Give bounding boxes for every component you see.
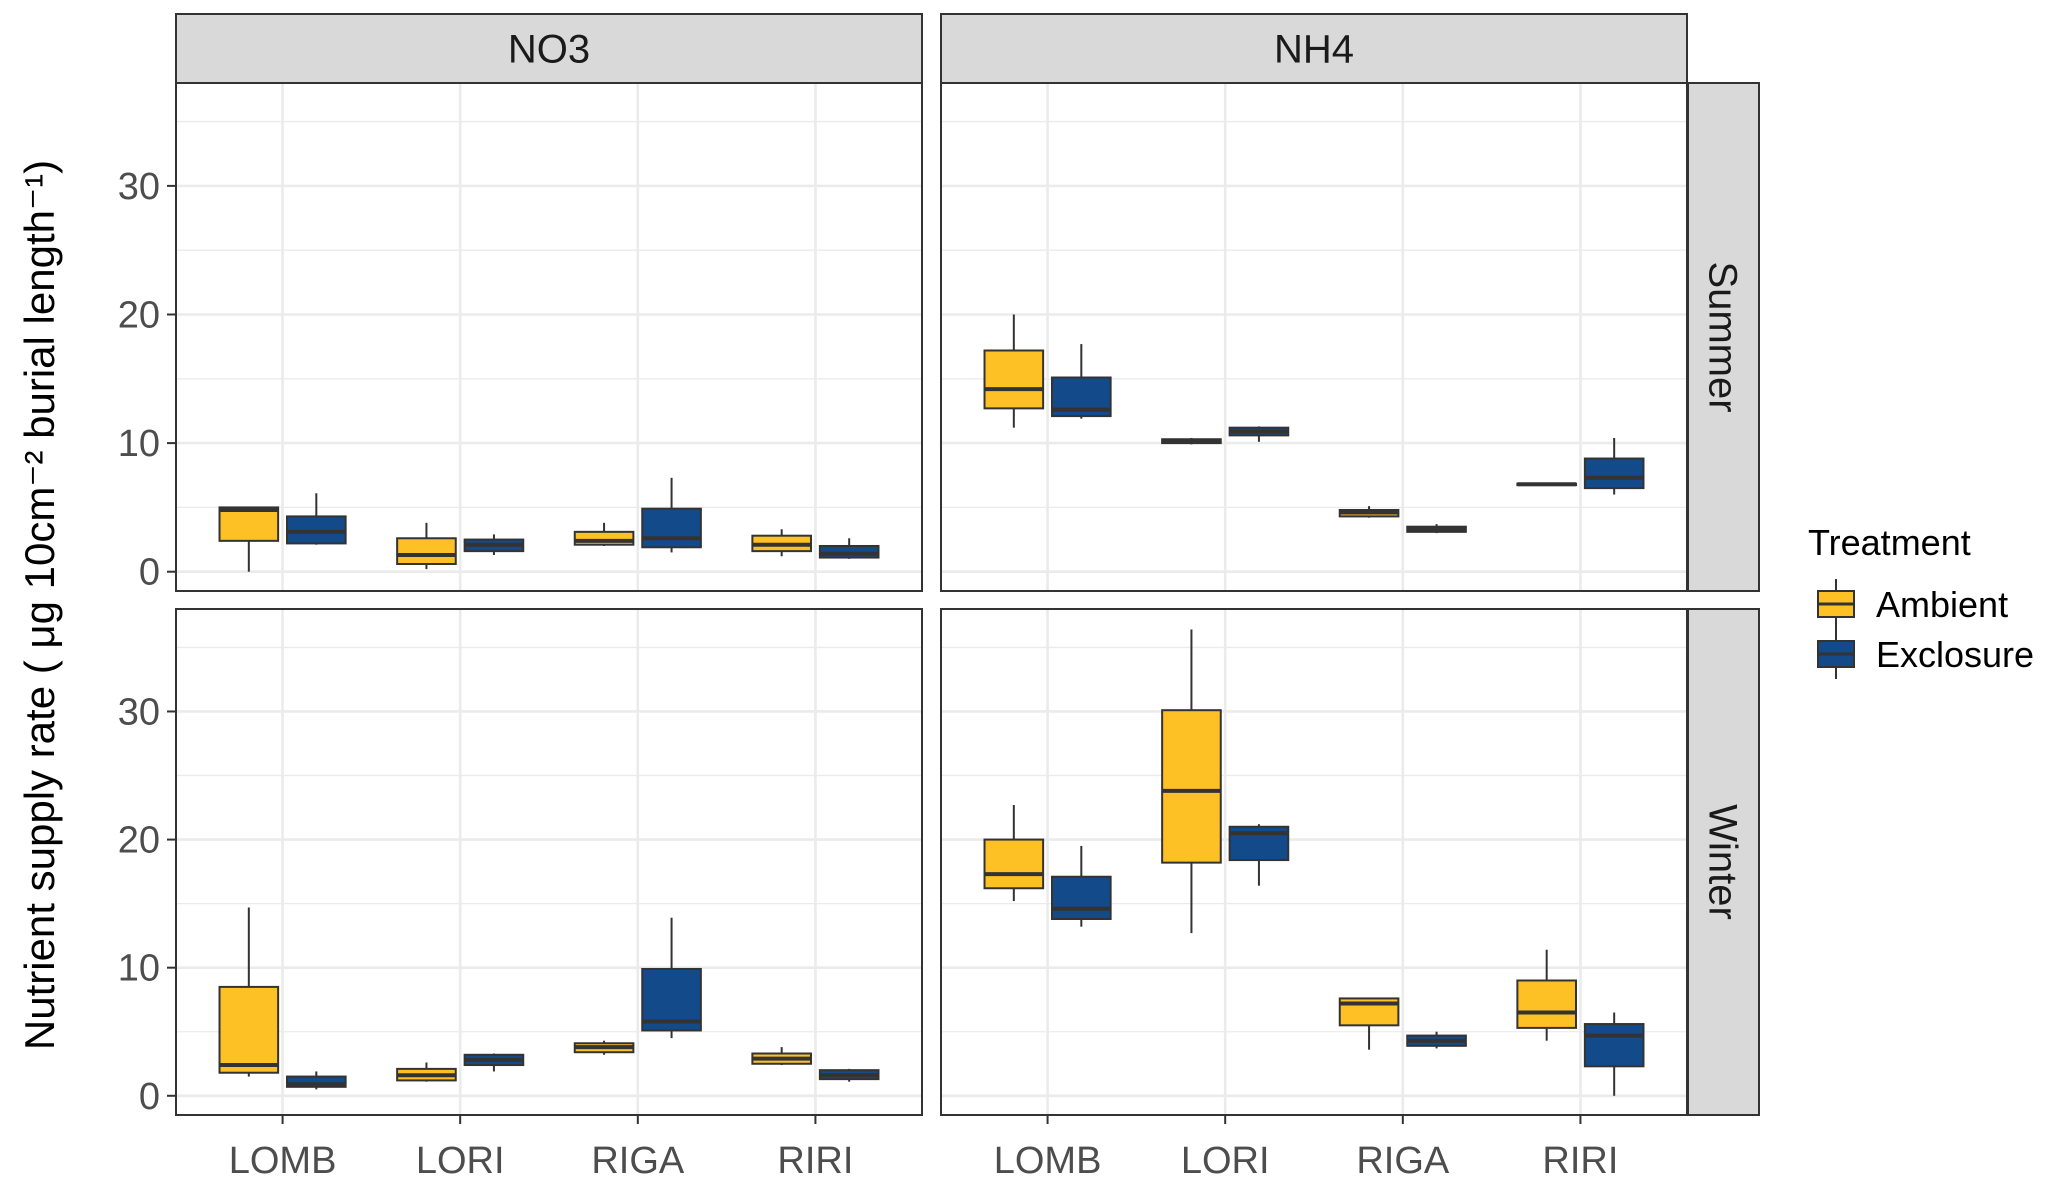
box-nh4-winter-lomb-exclosure (1051, 845, 1112, 927)
legend-label-exclosure: Exclosure (1876, 634, 2034, 675)
box-no3-winter-lori-ambient (396, 1062, 457, 1082)
tick-layer: 0 10 20 30 0 10 20 30 LOMB LORI RIGA RIRI LOMB LORI RI… (118, 166, 1619, 1182)
strip-layer: NO3 NH4 Summer Winter (175, 13, 1760, 1116)
x-tick-label-riga: RIGA (591, 1140, 685, 1182)
x-tick-label-riga: RIGA (1356, 1140, 1450, 1182)
box-nh4-summer-riri-exclosure (1583, 437, 1645, 495)
legend-item-exclosure: Exclosure (1817, 629, 2034, 679)
box-no3-summer-lomb-ambient (218, 506, 280, 572)
box-nh4-summer-lomb-ambient (983, 314, 1045, 428)
column-strip-nh4 (940, 13, 1688, 84)
row-strip-label-summer: Summer (1701, 261, 1745, 412)
box-no3-winter-riga-exclosure (641, 917, 702, 1039)
box-nh4-winter-riga-ambient (1338, 997, 1400, 1050)
box-iqr (396, 537, 457, 565)
column-strip-no3 (175, 13, 923, 84)
box-no3-summer-riri-ambient (751, 529, 812, 557)
y-tick-label: 10 (118, 423, 160, 465)
box-iqr (286, 1075, 347, 1088)
box-nh4-winter-riga-exclosure (1406, 1031, 1467, 1049)
box-iqr (1161, 709, 1222, 864)
y-tick-label: 0 (139, 552, 160, 594)
column-strip-label-no3: NO3 (508, 28, 590, 72)
panel-border-no3-winter (175, 608, 923, 1116)
box-iqr (983, 349, 1045, 410)
row-strip-summer (1687, 82, 1760, 592)
box-nh4-winter-lomb-ambient (983, 804, 1045, 902)
box-nh4-winter-lori-exclosure (1228, 824, 1290, 886)
box-no3-winter-riga-ambient (573, 1040, 635, 1055)
box-nh4-winter-lori-ambient (1161, 629, 1222, 934)
box-no3-summer-riri-exclosure (818, 538, 880, 559)
box-iqr (1583, 1023, 1645, 1068)
y-tick-label: 20 (118, 820, 160, 862)
box-nh4-winter-riri-exclosure (1583, 1012, 1645, 1096)
legend-label-ambient: Ambient (1876, 584, 2008, 625)
box-no3-summer-lori-ambient (396, 522, 457, 570)
y-axis-title: Nutrient supply rate ( μg 10cm⁻² burial … (16, 160, 63, 1050)
box-nh4-summer-riga-ambient (1338, 506, 1400, 518)
x-tick-label-lori: LORI (1181, 1140, 1270, 1182)
x-tick-label-lomb: LOMB (994, 1140, 1102, 1182)
panel-background-no3-summer (176, 83, 922, 591)
box-nh4-summer-lori-ambient (1161, 437, 1222, 445)
y-tick-label: 30 (118, 691, 160, 733)
box-iqr (1516, 979, 1577, 1029)
column-strip-label-nh4: NH4 (1274, 28, 1354, 72)
box-nh4-summer-lori-exclosure (1228, 426, 1290, 442)
box-nh4-summer-riga-exclosure (1406, 524, 1467, 534)
panel-background-nh4-summer (941, 83, 1687, 591)
legend: Treatment Ambient Exclosure (1808, 522, 2034, 679)
box-no3-summer-riga-ambient (573, 522, 635, 546)
panel-background-no3-winter (176, 609, 922, 1115)
box-no3-summer-lomb-exclosure (286, 493, 347, 545)
legend-title: Treatment (1808, 522, 1971, 563)
grid-layer (176, 83, 1687, 1115)
box-no3-winter-riri-exclosure (818, 1068, 880, 1082)
x-tick-label-lori: LORI (416, 1140, 505, 1182)
x-tick-label-riri: RIRI (777, 1140, 853, 1182)
box-iqr (218, 985, 280, 1074)
legend-item-ambient: Ambient (1817, 579, 2008, 629)
box-nh4-winter-riri-ambient (1516, 949, 1577, 1041)
y-tick-label: 0 (139, 1076, 160, 1118)
panel-background-nh4-winter (941, 609, 1687, 1115)
x-tick-label-riri: RIRI (1542, 1140, 1618, 1182)
box-no3-winter-lomb-ambient (218, 907, 280, 1077)
y-tick-label: 30 (118, 166, 160, 208)
x-tick-label-lomb: LOMB (229, 1140, 337, 1182)
box-iqr (218, 506, 280, 542)
box-no3-winter-riri-ambient (751, 1047, 812, 1066)
box-no3-winter-lori-exclosure (463, 1053, 525, 1072)
box-nh4-summer-lomb-exclosure (1051, 344, 1112, 419)
y-tick-label: 20 (118, 294, 160, 336)
box-no3-summer-lori-exclosure (463, 534, 525, 555)
row-strip-winter (1687, 608, 1760, 1116)
box-iqr (1583, 457, 1645, 490)
legend-keys: Ambient Exclosure (1817, 579, 2034, 679)
box-no3-summer-riga-exclosure (641, 477, 702, 553)
box-iqr (641, 507, 702, 549)
row-strip-label-winter: Winter (1701, 804, 1745, 920)
box-no3-winter-lomb-exclosure (286, 1071, 347, 1090)
box-iqr (983, 838, 1045, 890)
box-nh4-summer-riri-ambient (1516, 482, 1577, 487)
box-layer (218, 314, 1645, 1096)
box-iqr (1051, 875, 1112, 921)
y-tick-label: 10 (118, 948, 160, 990)
